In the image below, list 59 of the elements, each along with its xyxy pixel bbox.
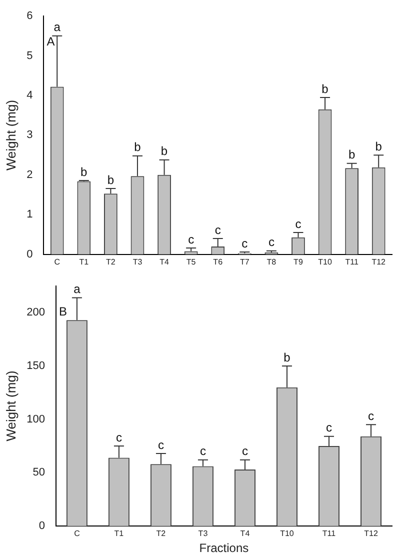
- x-tick-label: C: [54, 257, 60, 266]
- annotation: c: [200, 444, 206, 458]
- annotation: c: [268, 235, 274, 250]
- annotation: c: [295, 216, 302, 231]
- y-tick-label: 100: [26, 413, 45, 426]
- y-tick-label: 6: [26, 10, 33, 22]
- x-tick-label: T3: [132, 257, 143, 266]
- x-tick-label: T3: [198, 529, 208, 538]
- annotation: A: [46, 34, 55, 48]
- x-tick-label: T12: [372, 257, 386, 266]
- y-tick-label: 200: [26, 306, 45, 319]
- x-tick-label: T10: [280, 529, 294, 538]
- x-tick-label: T2: [156, 529, 166, 538]
- annotation: b: [322, 82, 329, 96]
- y-tick-label: 0: [26, 248, 33, 260]
- x-tick-label: T4: [160, 257, 170, 266]
- x-tick-label: T10: [318, 257, 332, 266]
- annotation: B: [58, 304, 67, 318]
- x-tick-label: T6: [213, 257, 224, 266]
- annotation: b: [80, 164, 88, 179]
- x-tick-label: C: [74, 529, 80, 538]
- y-tick-label: 150: [26, 360, 45, 372]
- x-tick-label: T2: [106, 257, 116, 266]
- y-tick-label: 3: [26, 129, 33, 142]
- x-tick-label: T5: [186, 257, 196, 266]
- annotation: c: [214, 222, 221, 237]
- y-tick-label: 0: [38, 520, 45, 532]
- annotation: a: [74, 282, 81, 296]
- x-tick-label: T12: [364, 529, 378, 538]
- annotation: c: [242, 236, 248, 250]
- annotation: c: [368, 408, 374, 423]
- annotation: b: [107, 172, 114, 187]
- x-tick-label: T8: [266, 257, 277, 266]
- y-tick-label: 1: [26, 208, 33, 221]
- x-tick-label: T11: [322, 529, 336, 538]
- annotation: a: [54, 20, 61, 34]
- y-tick-label: 5: [26, 50, 33, 62]
- x-tick-label: T11: [345, 257, 359, 266]
- annotation: c: [242, 444, 248, 458]
- x-tick-label: T4: [240, 529, 250, 538]
- annotation: c: [116, 430, 122, 444]
- y-tick-label: 50: [32, 466, 45, 479]
- annotation: c: [158, 438, 164, 452]
- y-axis-title: Weight (mg): [3, 100, 18, 170]
- annotation: c: [326, 420, 332, 435]
- annotation: c: [188, 232, 194, 246]
- x-tick-label: T7: [240, 257, 250, 266]
- annotation: b: [375, 139, 382, 154]
- x-axis-title: Fractions: [199, 541, 249, 556]
- y-axis-title: Weight (mg): [3, 370, 18, 442]
- annotation: b: [284, 350, 291, 364]
- x-tick-label: T9: [294, 257, 304, 266]
- x-tick-label: T1: [79, 257, 90, 266]
- y-tick-label: 2: [26, 168, 33, 181]
- annotation: b: [160, 144, 168, 158]
- annotation: b: [348, 148, 356, 162]
- annotation: b: [134, 140, 142, 154]
- y-tick-label: 4: [26, 90, 33, 102]
- x-tick-label: T1: [114, 529, 124, 538]
